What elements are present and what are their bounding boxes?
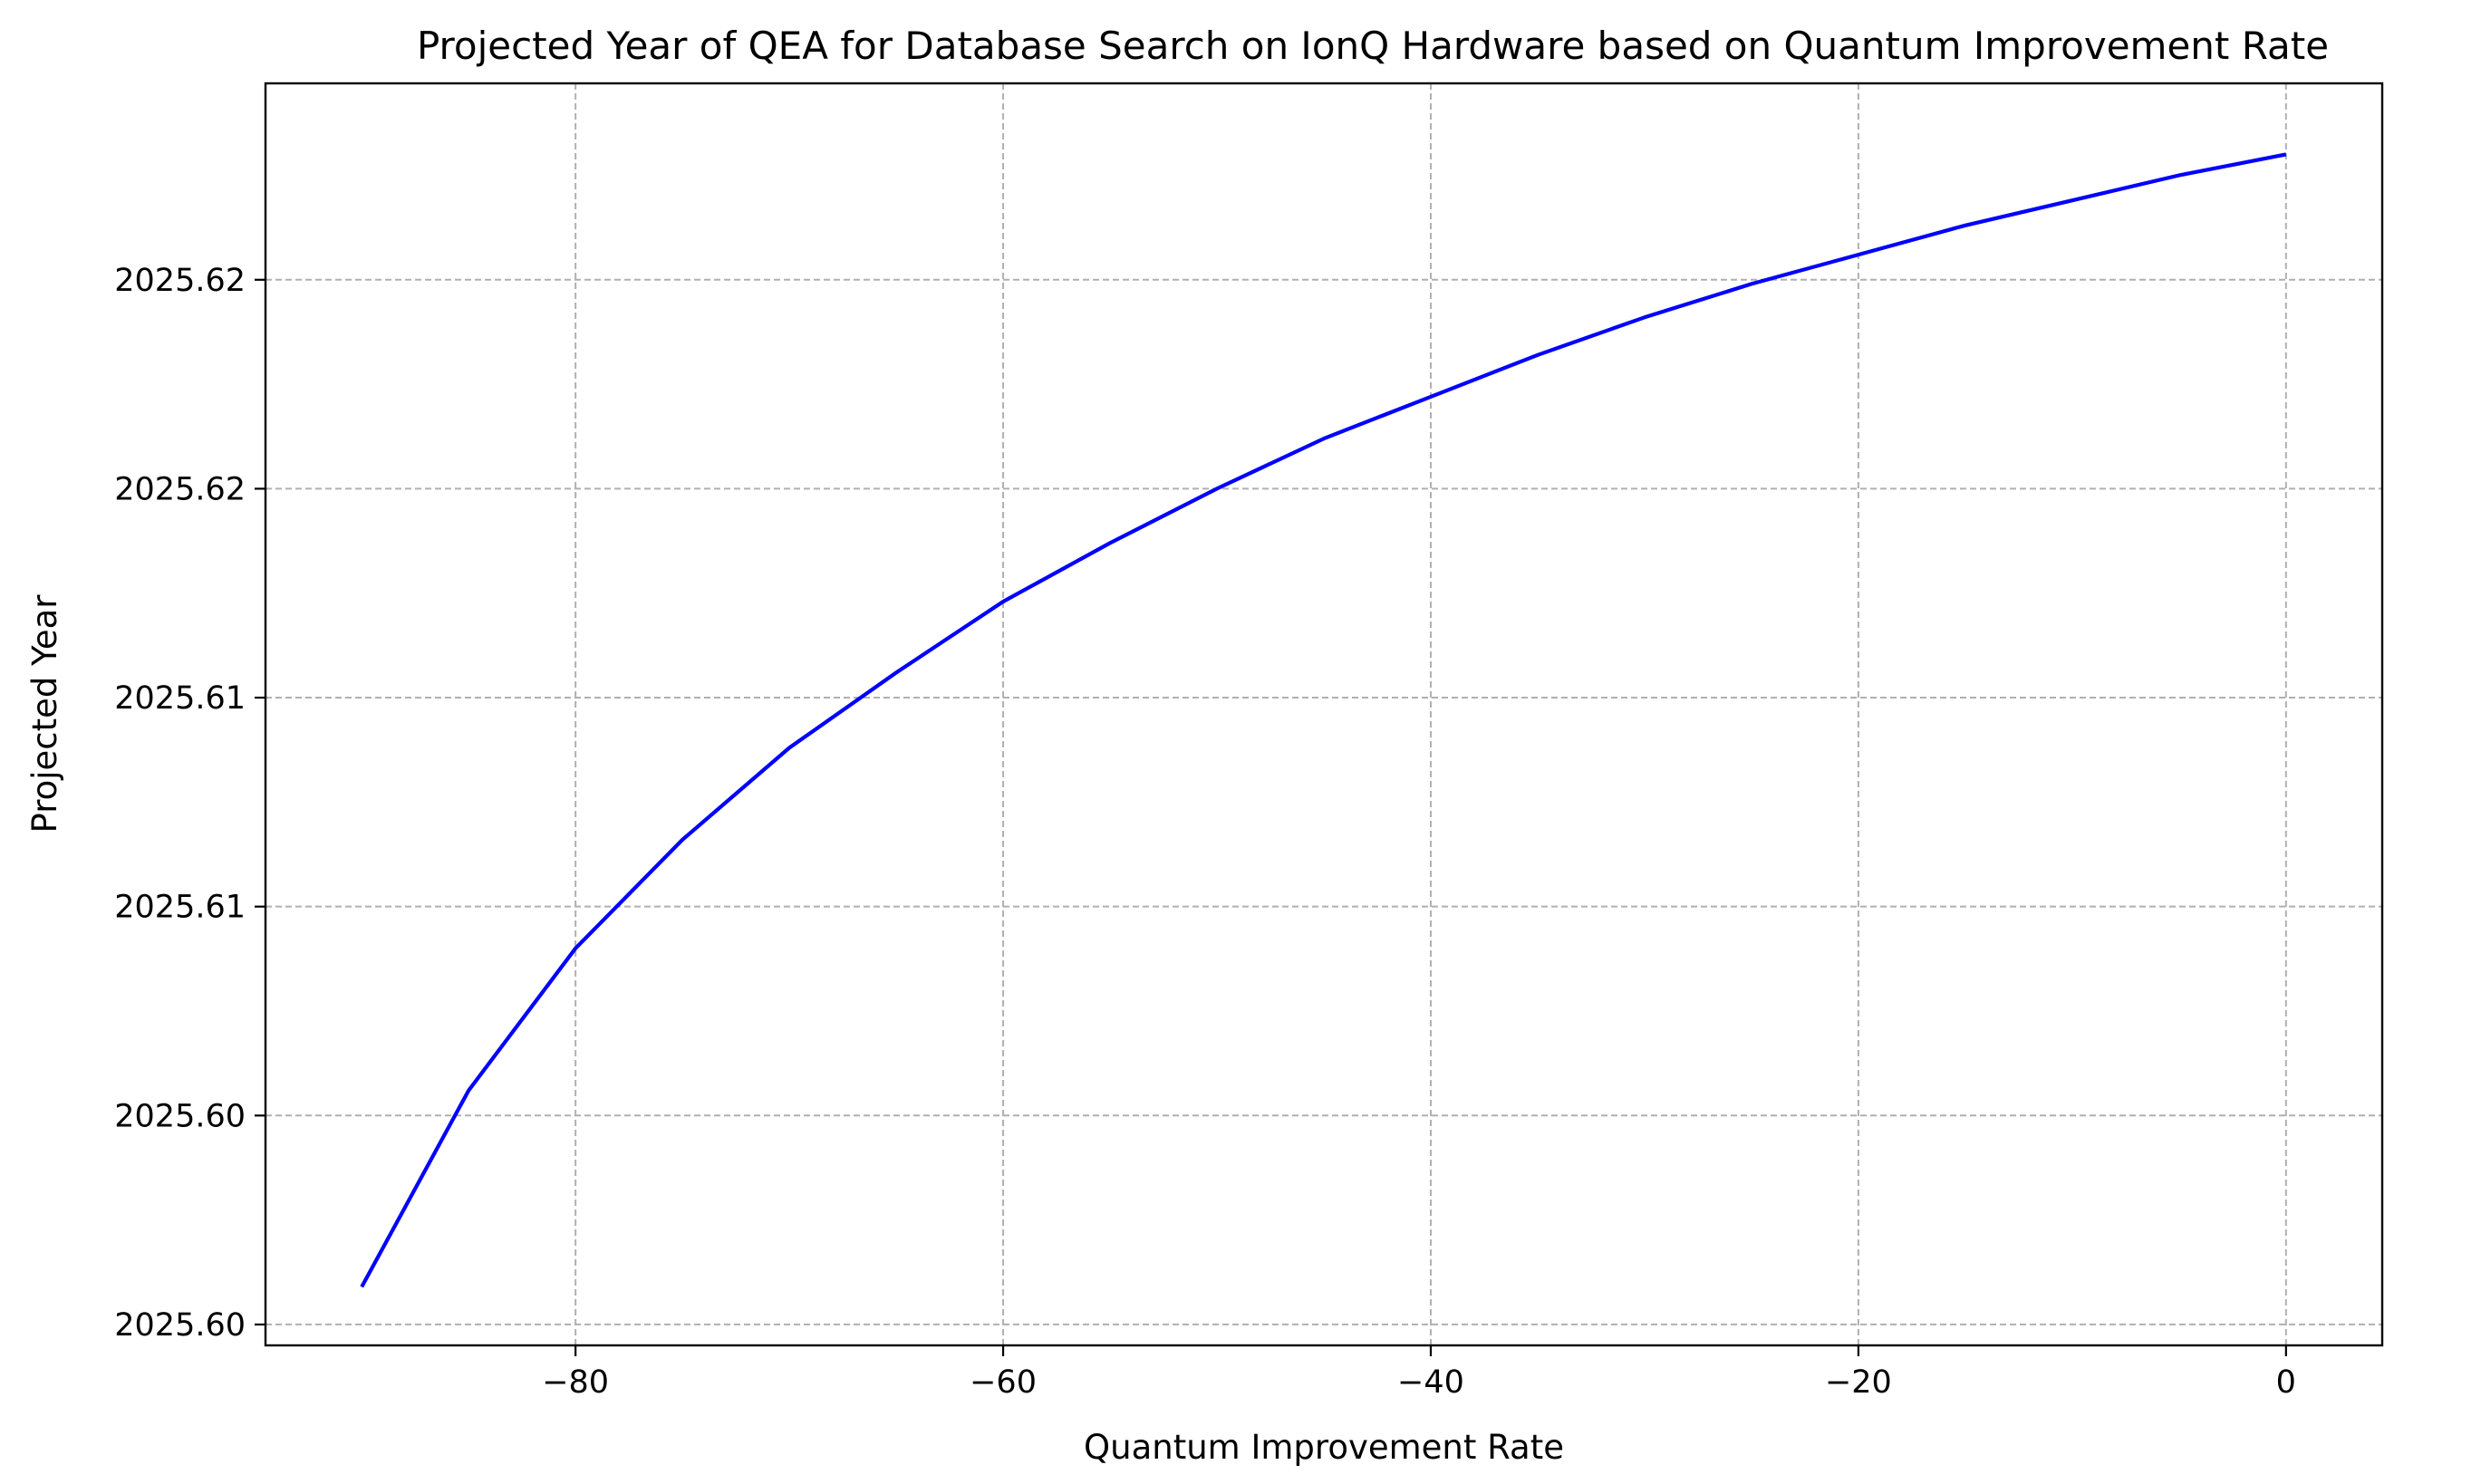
y-tick-label: 2025.60: [114, 1307, 246, 1344]
x-tick-label: 0: [2276, 1364, 2296, 1401]
y-tick-label: 2025.60: [114, 1098, 246, 1134]
chart-title: Projected Year of QEA for Database Searc…: [417, 24, 2329, 68]
y-axis-label: Projected Year: [25, 594, 64, 834]
series-line: [360, 152, 2287, 1288]
y-tick-label: 2025.61: [114, 890, 246, 926]
series-layer: [360, 152, 2287, 1288]
ticks: −80 −60 −40 −20 0 2025.60 2025.60 2025.61 2025.6…: [114, 263, 2296, 1401]
x-tick-label: −60: [970, 1364, 1037, 1401]
y-tick-label: 2025.62: [114, 263, 246, 299]
x-axis-label: Quantum Improvement Rate: [1084, 1428, 1564, 1467]
x-tick-label: −80: [542, 1364, 609, 1401]
plot-frame: [264, 82, 2384, 1347]
x-tick-label: −40: [1397, 1364, 1464, 1401]
x-tick-label: −20: [1825, 1364, 1892, 1401]
y-tick-label: 2025.62: [114, 471, 246, 507]
y-tick-label: 2025.61: [114, 680, 246, 717]
